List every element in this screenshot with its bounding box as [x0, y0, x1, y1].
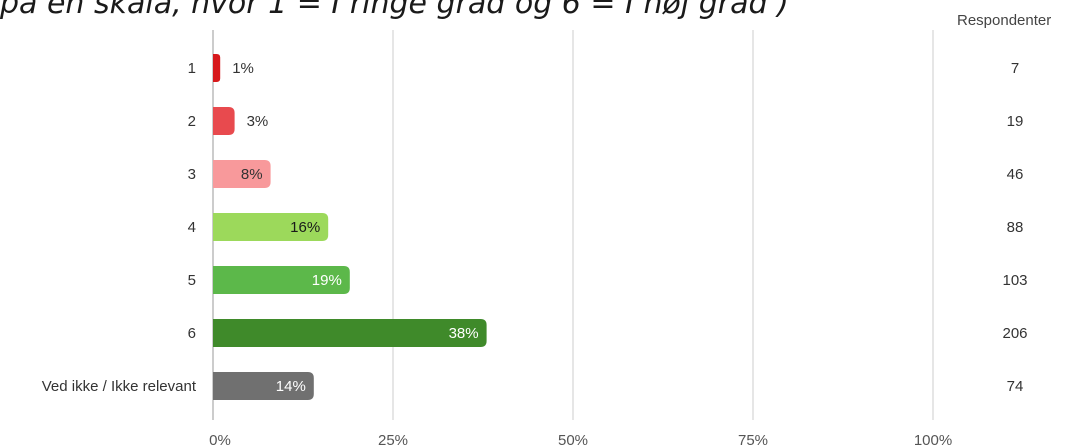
- bar-value-label: 1%: [232, 60, 254, 77]
- x-tick-label: 25%: [378, 432, 408, 448]
- respondents-count: 7: [1011, 60, 1019, 77]
- respondents-count: 206: [1002, 325, 1027, 342]
- category-label: 6: [188, 325, 196, 342]
- category-label: 4: [188, 219, 196, 236]
- respondents-count: 46: [1007, 166, 1024, 183]
- category-label: 5: [188, 272, 196, 289]
- category-label: 2: [188, 113, 196, 130]
- respondents-count: 74: [1007, 378, 1024, 395]
- bar: [213, 372, 314, 400]
- category-label: 3: [188, 166, 196, 183]
- bar-value-label: 19%: [312, 272, 342, 289]
- bar: [213, 54, 221, 82]
- x-tick-label: 75%: [738, 432, 768, 448]
- category-label: 1: [188, 60, 196, 77]
- bar-layer: [213, 54, 487, 400]
- x-tick-label: 50%: [558, 432, 588, 448]
- bar: [213, 319, 487, 347]
- x-tick-label: 0%: [209, 432, 231, 448]
- bar-value-label: 38%: [449, 325, 479, 342]
- bar: [213, 266, 350, 294]
- x-tick-label: 100%: [914, 432, 952, 448]
- respondents-count: 88: [1007, 219, 1024, 236]
- bar-value-label: 8%: [241, 166, 263, 183]
- bar-value-label: 14%: [276, 378, 306, 395]
- bar: [213, 107, 235, 135]
- respondents-count: 19: [1007, 113, 1024, 130]
- bar-value-label: 16%: [290, 219, 320, 236]
- chart-title-fragment: på en skala, hvor 1 = I ringe grad og 6 …: [0, 0, 789, 21]
- category-label: Ved ikke / Ikke relevant: [42, 378, 197, 395]
- respondents-count: 103: [1002, 272, 1027, 289]
- bar: [213, 160, 271, 188]
- label-layer: 0% 25% 50% 75% 100%1 1% 72 3% 193 8% 464 16% 885 19% 1…: [42, 60, 1028, 448]
- bar-value-label: 3%: [247, 113, 269, 130]
- respondents-header: Respondenter: [957, 12, 1052, 29]
- bar: [213, 213, 329, 241]
